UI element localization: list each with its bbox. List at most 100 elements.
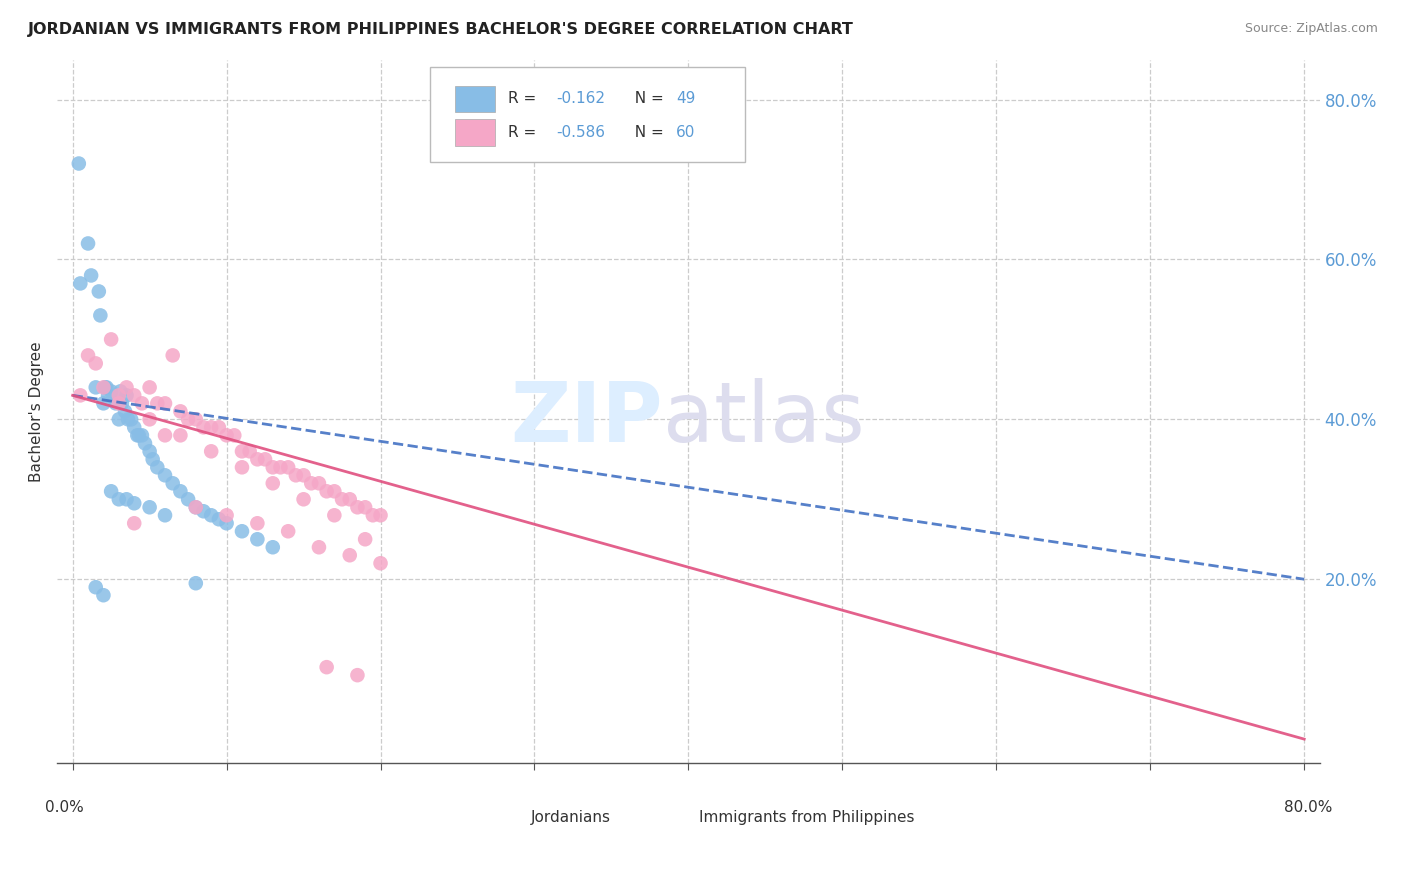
Point	[111, 396, 134, 410]
Point	[308, 476, 330, 491]
Point	[77, 236, 100, 251]
Point	[169, 484, 191, 499]
Point	[262, 541, 284, 555]
Point	[94, 380, 117, 394]
Point	[80, 268, 103, 283]
Point	[224, 428, 246, 442]
Y-axis label: Bachelor's Degree: Bachelor's Degree	[30, 341, 44, 482]
Point	[200, 444, 222, 458]
Point	[162, 348, 184, 362]
Point	[93, 380, 115, 394]
Point	[138, 500, 160, 515]
Point	[69, 388, 91, 402]
Point	[184, 500, 207, 515]
Point	[108, 388, 131, 402]
Point	[117, 412, 139, 426]
Point	[100, 384, 122, 399]
Point	[246, 452, 269, 467]
Point	[193, 420, 215, 434]
Point	[84, 580, 107, 594]
Text: ZIP: ZIP	[510, 378, 664, 458]
Text: -0.162: -0.162	[555, 92, 605, 106]
Text: Source: ZipAtlas.com: Source: ZipAtlas.com	[1244, 22, 1378, 36]
Text: 0.0%: 0.0%	[45, 800, 83, 815]
Text: R =: R =	[508, 125, 541, 140]
Point	[122, 516, 145, 531]
Point	[370, 508, 392, 523]
Point	[153, 508, 176, 523]
Point	[262, 460, 284, 475]
Point	[184, 412, 207, 426]
Point	[108, 396, 131, 410]
Point	[177, 412, 200, 426]
Text: Jordanians: Jordanians	[530, 810, 610, 825]
FancyBboxPatch shape	[456, 120, 495, 146]
Point	[114, 404, 136, 418]
Point	[115, 380, 138, 394]
Point	[284, 468, 307, 483]
Point	[84, 356, 107, 370]
Point	[146, 396, 169, 410]
Point	[120, 412, 142, 426]
Point	[231, 460, 253, 475]
Point	[246, 533, 269, 547]
Point	[215, 428, 238, 442]
Point	[77, 348, 100, 362]
Point	[93, 588, 115, 602]
Point	[131, 396, 153, 410]
Point	[361, 508, 384, 523]
Text: atlas: atlas	[664, 378, 865, 458]
Point	[104, 396, 127, 410]
Point	[67, 156, 90, 170]
FancyBboxPatch shape	[492, 806, 520, 829]
FancyBboxPatch shape	[456, 86, 495, 112]
Point	[354, 533, 377, 547]
Point	[146, 460, 169, 475]
Point	[138, 380, 160, 394]
Point	[115, 388, 138, 402]
Point	[215, 508, 238, 523]
Point	[346, 500, 368, 515]
Point	[153, 468, 176, 483]
Text: R =: R =	[508, 92, 541, 106]
Point	[84, 380, 107, 394]
Point	[269, 460, 291, 475]
Point	[169, 404, 191, 418]
Point	[153, 396, 176, 410]
Point	[315, 484, 337, 499]
Point	[200, 420, 222, 434]
Point	[292, 468, 315, 483]
Point	[339, 492, 361, 507]
Point	[208, 420, 231, 434]
Point	[370, 556, 392, 570]
Point	[177, 492, 200, 507]
Point	[122, 388, 145, 402]
Point	[100, 332, 122, 346]
Point	[208, 512, 231, 526]
Point	[354, 500, 377, 515]
Point	[262, 476, 284, 491]
Point	[97, 388, 120, 402]
Point	[254, 452, 277, 467]
Text: N =: N =	[626, 92, 669, 106]
Point	[277, 460, 299, 475]
Point	[142, 452, 165, 467]
FancyBboxPatch shape	[664, 806, 690, 829]
Text: -0.586: -0.586	[555, 125, 605, 140]
Point	[138, 412, 160, 426]
FancyBboxPatch shape	[430, 67, 745, 161]
Text: Immigrants from Philippines: Immigrants from Philippines	[699, 810, 914, 825]
Text: 49: 49	[676, 92, 695, 106]
Point	[299, 476, 322, 491]
Point	[346, 668, 368, 682]
Point	[315, 660, 337, 674]
Point	[162, 476, 184, 491]
Point	[89, 309, 111, 323]
Point	[153, 428, 176, 442]
Point	[339, 548, 361, 562]
Point	[96, 380, 118, 394]
Point	[292, 492, 315, 507]
Text: N =: N =	[626, 125, 669, 140]
Point	[134, 436, 156, 450]
Text: 60: 60	[676, 125, 695, 140]
